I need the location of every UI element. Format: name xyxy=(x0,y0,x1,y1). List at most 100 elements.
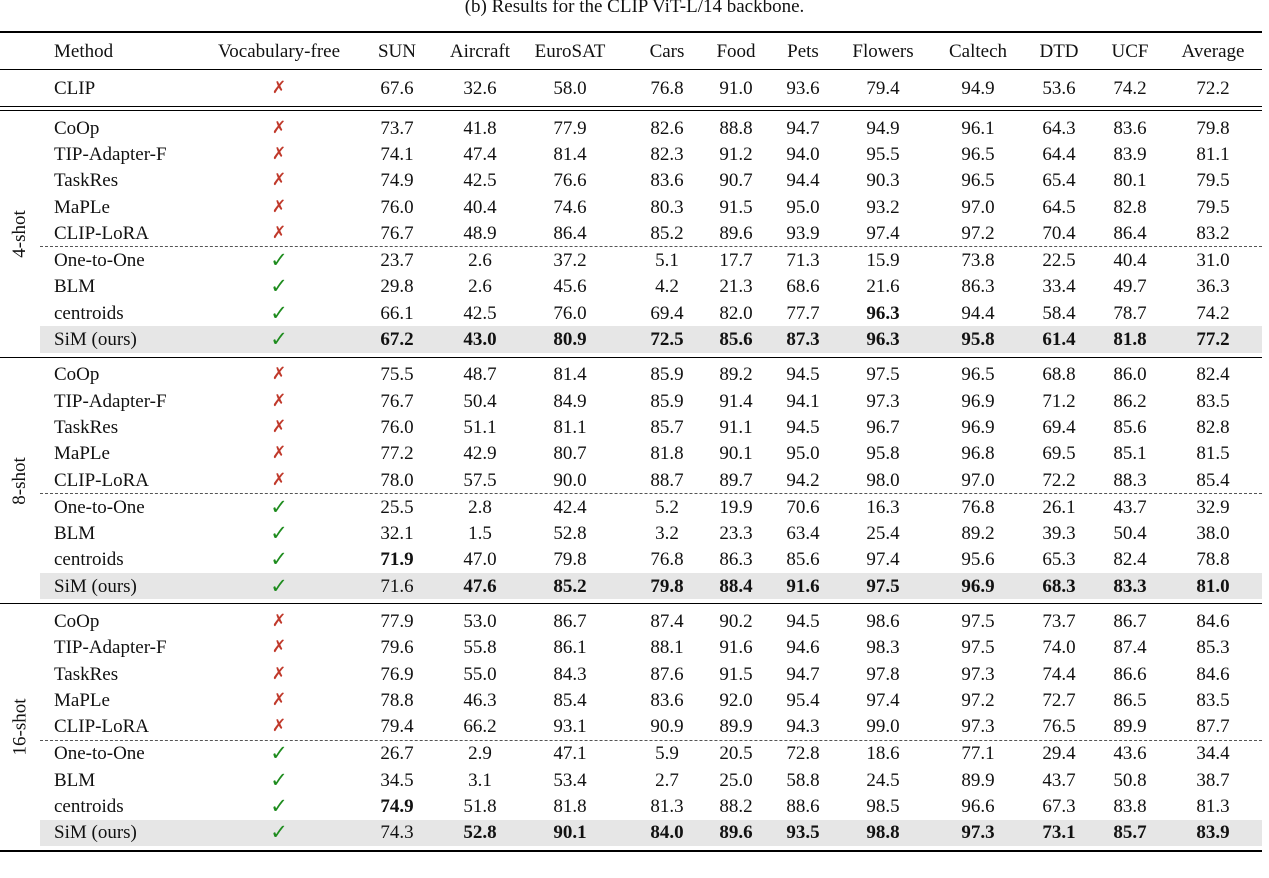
value-cell: 72.8 xyxy=(786,743,820,765)
value-cell: 88.7 xyxy=(650,469,684,491)
value-cell: 94.0 xyxy=(786,143,820,165)
value-cell: 81.3 xyxy=(1196,796,1230,818)
column-header: Cars xyxy=(649,40,685,62)
value-cell: 81.5 xyxy=(1196,443,1230,465)
value-cell: 90.2 xyxy=(719,610,753,632)
value-cell: 96.9 xyxy=(961,575,995,597)
value-cell: 81.8 xyxy=(1113,329,1147,351)
value-cell: 93.9 xyxy=(786,222,820,244)
value-cell: 50.8 xyxy=(1113,769,1147,791)
value-cell: 72.5 xyxy=(650,329,684,351)
value-cell: 85.3 xyxy=(1196,637,1230,659)
value-cell: 15.9 xyxy=(866,250,900,272)
column-header: EuroSAT xyxy=(534,40,606,62)
value-cell: 91.6 xyxy=(719,637,753,659)
value-cell: 66.1 xyxy=(380,302,414,324)
value-cell: 4.2 xyxy=(655,276,679,298)
value-cell: 84.6 xyxy=(1196,663,1230,685)
cross-icon: ✗ xyxy=(271,689,287,710)
value-cell: 66.2 xyxy=(463,716,497,738)
method-name: MaPLe xyxy=(54,443,110,465)
method-name: SiM (ours) xyxy=(54,575,137,597)
value-cell: 79.4 xyxy=(866,77,900,99)
value-cell: 72.2 xyxy=(1042,469,1076,491)
value-cell: 49.7 xyxy=(1113,276,1147,298)
value-cell: 79.6 xyxy=(380,637,414,659)
value-cell: 50.4 xyxy=(463,390,497,412)
value-cell: 86.3 xyxy=(719,549,753,571)
shot-group: 8-shot CoOp ✗ 75.5 48.7 81.4 85.9 89.2 94.5 97.5 9… xyxy=(0,358,1262,604)
method-name: BLM xyxy=(54,276,96,298)
value-cell: 53.0 xyxy=(463,610,497,632)
value-cell: 39.3 xyxy=(1042,523,1076,545)
highlighted-row: SiM (ours) ✓ 74.3 52.8 90.1 84.0 89.6 93.5 98.8 9… xyxy=(40,819,1262,847)
value-cell: 29.8 xyxy=(380,276,414,298)
value-cell: 81.1 xyxy=(553,416,587,438)
highlighted-row: SiM (ours) ✓ 71.6 47.6 85.2 79.8 88.4 91.6 97.5 9… xyxy=(40,573,1262,600)
value-cell: 19.9 xyxy=(719,496,753,518)
check-icon: ✓ xyxy=(270,573,288,598)
value-cell: 25.5 xyxy=(380,496,414,518)
value-cell: 29.4 xyxy=(1042,743,1076,765)
value-cell: 96.5 xyxy=(961,364,995,386)
group-rule xyxy=(0,356,1262,358)
value-cell: 50.4 xyxy=(1113,523,1147,545)
value-cell: 26.7 xyxy=(380,743,414,765)
value-cell: 88.1 xyxy=(650,637,684,659)
value-cell: 79.8 xyxy=(1196,117,1230,139)
value-cell: 36.3 xyxy=(1196,276,1230,298)
table-row: One-to-One ✓ 26.7 2.9 47.1 5.9 20.5 72.8 18.6 77.… xyxy=(0,741,1262,767)
value-cell: 1.5 xyxy=(468,523,492,545)
group-rule xyxy=(0,850,1262,853)
value-cell: 2.6 xyxy=(468,250,492,272)
value-cell: 79.5 xyxy=(1196,196,1230,218)
value-cell: 42.9 xyxy=(463,443,497,465)
value-cell: 76.6 xyxy=(553,170,587,192)
value-cell: 17.7 xyxy=(719,250,753,272)
value-cell: 47.6 xyxy=(463,575,497,597)
value-cell: 68.3 xyxy=(1042,575,1076,597)
value-cell: 55.0 xyxy=(463,663,497,685)
value-cell: 5.2 xyxy=(655,496,679,518)
value-cell: 95.8 xyxy=(961,329,995,351)
value-cell: 70.4 xyxy=(1042,222,1076,244)
value-cell: 93.2 xyxy=(866,196,900,218)
method-name: BLM xyxy=(54,523,96,545)
method-name: One-to-One xyxy=(54,250,145,272)
value-cell: 32.6 xyxy=(463,77,497,99)
check-icon: ✓ xyxy=(270,248,288,273)
value-cell: 94.4 xyxy=(786,170,820,192)
results-table: Method Vocabulary-free SUN Aircraft EuroSAT C… xyxy=(0,31,1262,853)
value-cell: 31.0 xyxy=(1196,250,1230,272)
value-cell: 86.4 xyxy=(1113,222,1147,244)
baseline-double-rule xyxy=(0,106,1262,111)
column-header: Vocabulary-free xyxy=(217,40,341,62)
value-cell: 90.7 xyxy=(719,170,753,192)
value-cell: 91.1 xyxy=(719,416,753,438)
cross-icon: ✗ xyxy=(271,117,287,138)
value-cell: 89.6 xyxy=(719,822,753,844)
value-cell: 94.7 xyxy=(786,663,820,685)
value-cell: 51.1 xyxy=(463,416,497,438)
table-row: TaskRes ✗ 74.9 42.5 76.6 83.6 90.7 94.4 90.3 96.5… xyxy=(0,168,1262,194)
value-cell: 57.5 xyxy=(463,469,497,491)
value-cell: 98.5 xyxy=(866,796,900,818)
method-name: CoOp xyxy=(54,610,100,632)
value-cell: 64.3 xyxy=(1042,117,1076,139)
value-cell: 68.6 xyxy=(786,276,820,298)
method-name: MaPLe xyxy=(54,196,110,218)
value-cell: 96.3 xyxy=(866,329,900,351)
header-rule xyxy=(0,69,1262,70)
value-cell: 64.4 xyxy=(1042,143,1076,165)
value-cell: 5.1 xyxy=(655,250,679,272)
value-cell: 89.7 xyxy=(719,469,753,491)
shot-group: 4-shot CoOp ✗ 73.7 41.8 77.9 82.6 88.8 94.7 94.9 9… xyxy=(0,111,1262,357)
value-cell: 95.5 xyxy=(866,143,900,165)
value-cell: 37.2 xyxy=(553,250,587,272)
value-cell: 23.3 xyxy=(719,523,753,545)
cross-icon: ✗ xyxy=(271,390,287,411)
table-row: CLIP-LoRA ✗ 78.0 57.5 90.0 88.7 89.7 94.2 98.0 97… xyxy=(0,467,1262,493)
value-cell: 83.6 xyxy=(650,689,684,711)
header-row: Method Vocabulary-free SUN Aircraft EuroSAT C… xyxy=(0,33,1262,69)
method-name: centroids xyxy=(54,796,124,818)
